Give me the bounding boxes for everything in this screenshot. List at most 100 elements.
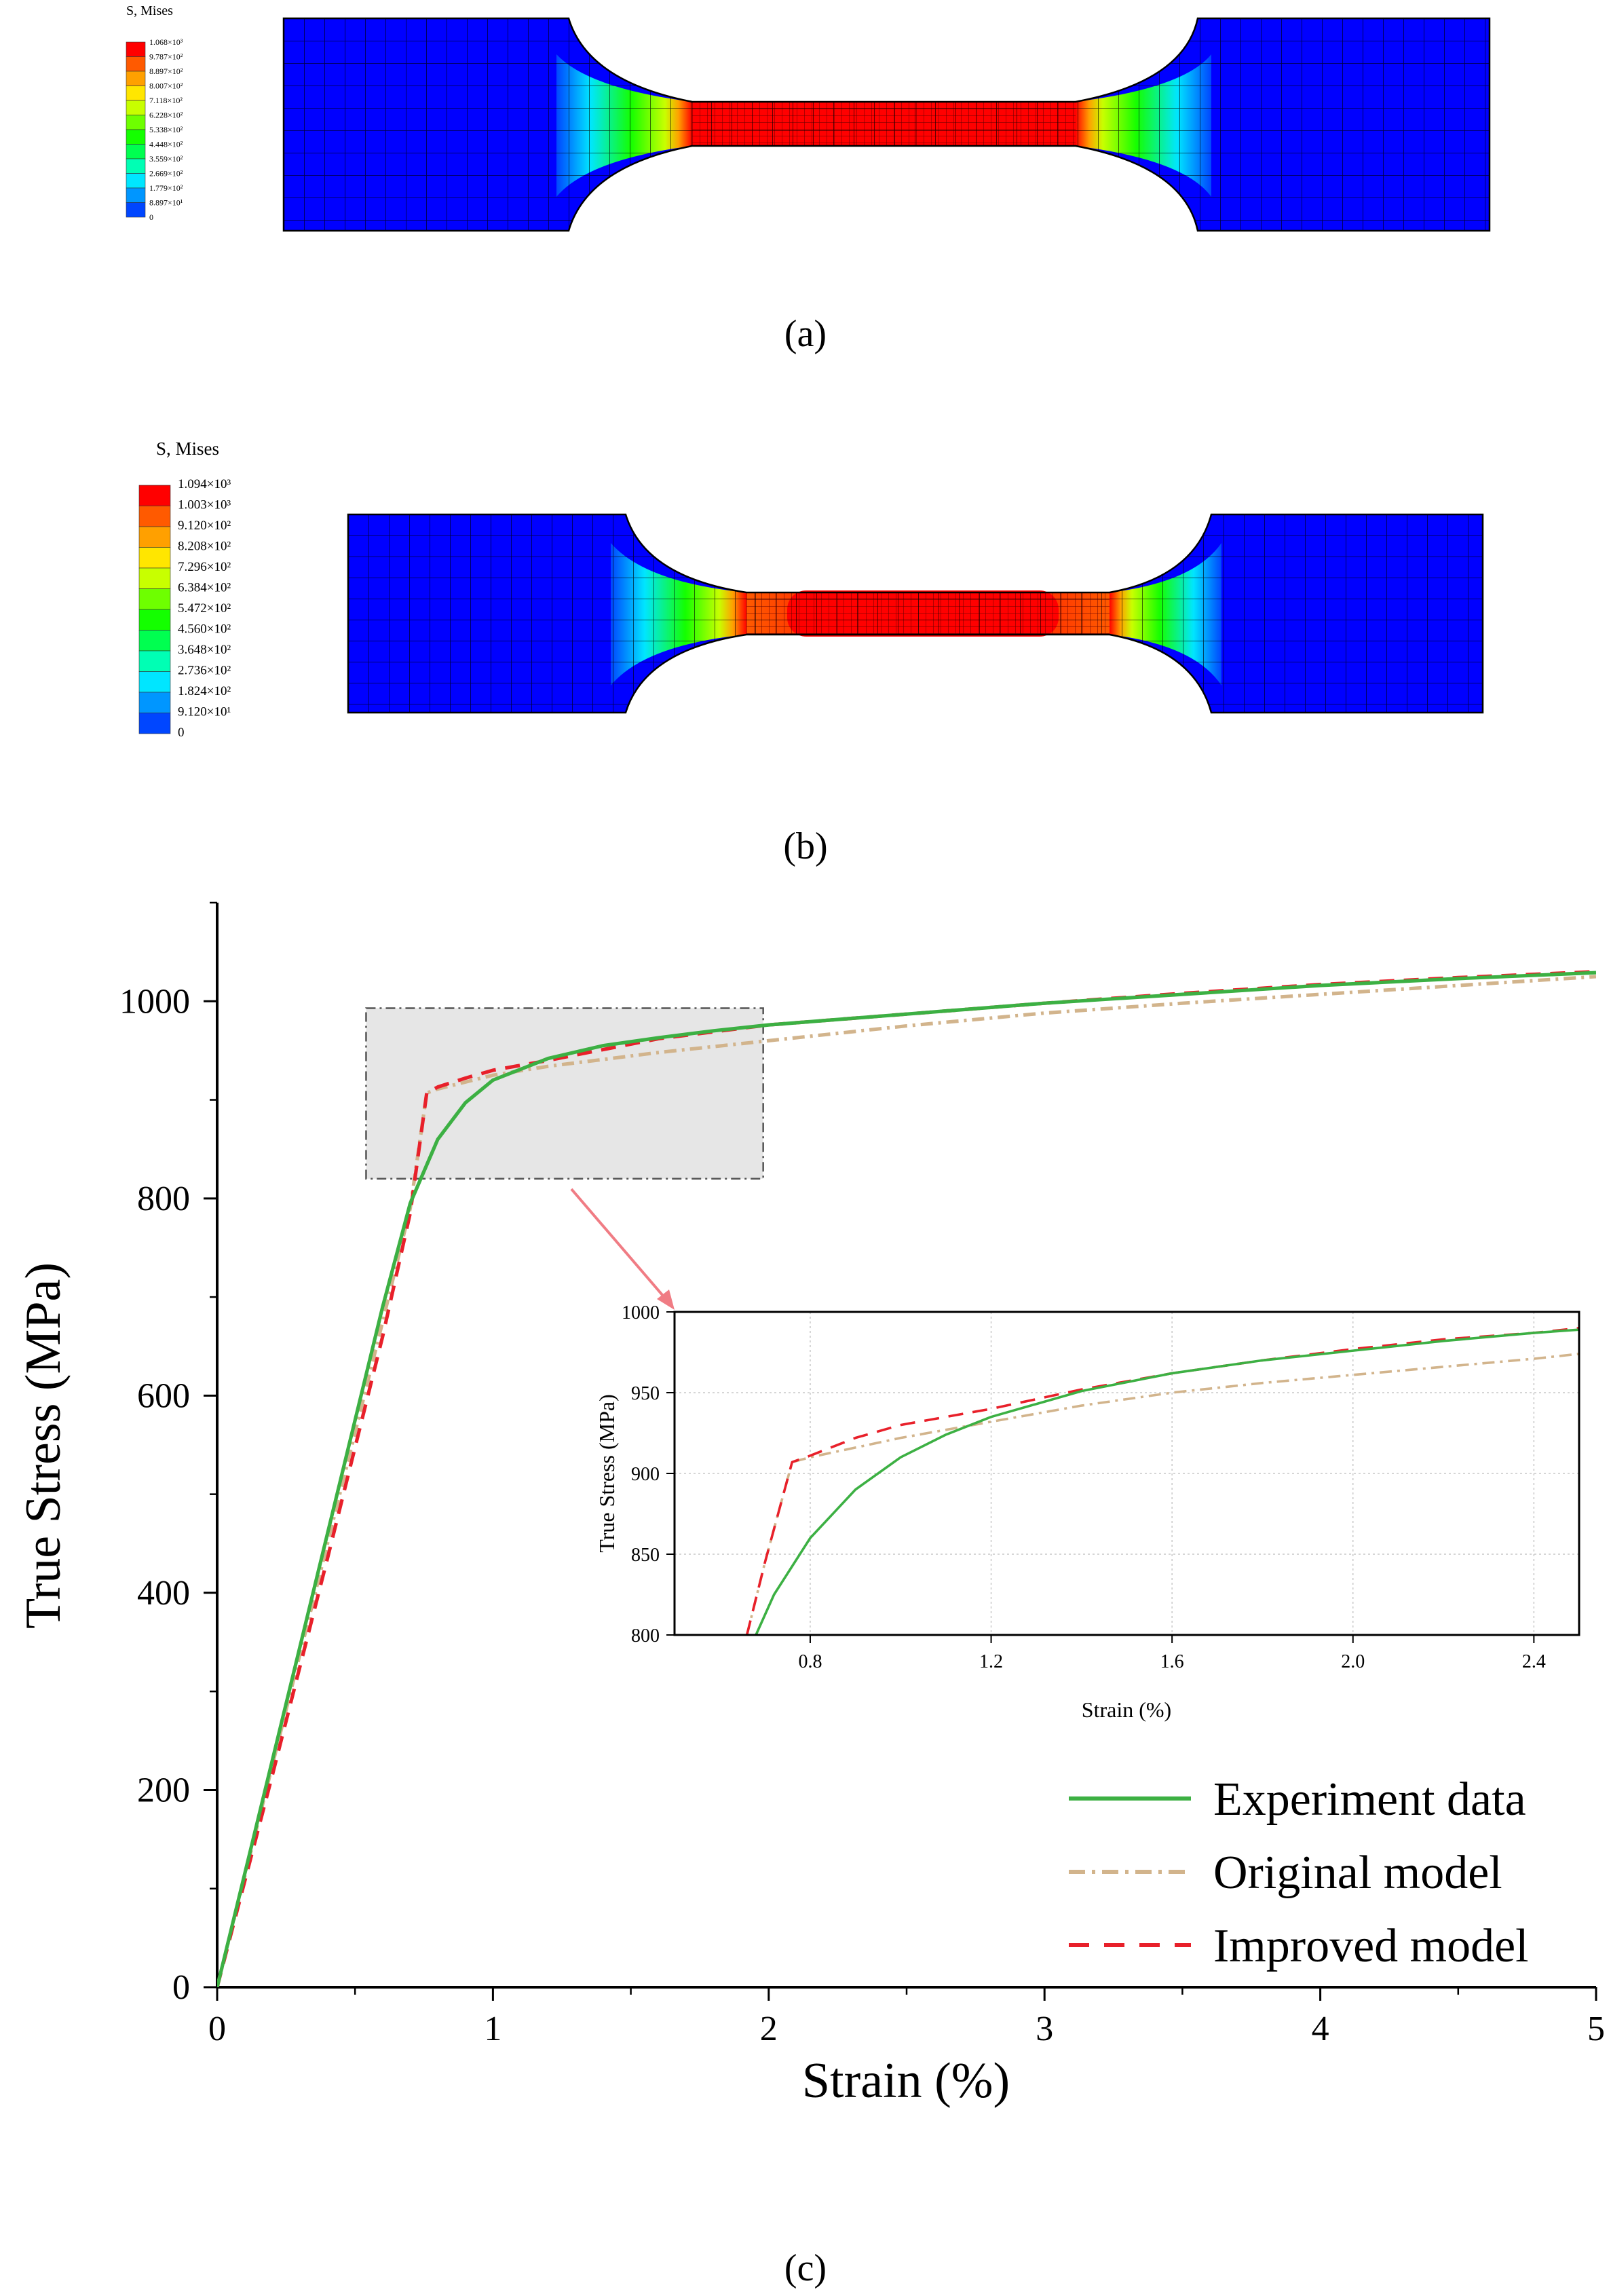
caption-b: (b)	[783, 825, 827, 867]
legend-label: 1.824×10²	[178, 684, 231, 698]
series-line-experiment-data	[755, 1328, 1579, 1635]
legend-label: 4.448×10²	[149, 140, 183, 149]
inset-y-tick-label: 800	[631, 1625, 660, 1646]
inset-tick-labels: 0.8 1.2 1.6 2.0 2.4 800 850 900 950 1000	[622, 1302, 1546, 1672]
main-tick-labels: 0 1 2 3 4 5 0 200 400 600 800 1000	[119, 982, 1605, 2048]
x-tick-label: 1	[484, 2010, 501, 2048]
legend-colorbar-b	[138, 485, 171, 734]
legend-colorbar-a	[126, 41, 146, 218]
inset-x-tick-label: 1.2	[979, 1651, 1003, 1672]
legend-swatch	[138, 671, 171, 693]
legend-entry-label: Original model	[1213, 1847, 1502, 1899]
legend-label: 2.669×10²	[149, 169, 183, 178]
specimen-b	[347, 513, 1484, 714]
x-tick-label: 0	[208, 2010, 226, 2048]
legend-entry-label: Improved model	[1213, 1920, 1529, 1972]
legend-label: 5.472×10²	[178, 601, 231, 616]
inset-axis-ticks	[666, 1311, 1535, 1643]
legend-label: 8.208×10²	[178, 540, 231, 554]
caption-c: (c)	[784, 2247, 827, 2289]
legend-label: 7.296×10²	[178, 560, 231, 574]
legend-label: 1.779×10²	[149, 183, 183, 193]
zoom-callout-arrow	[570, 1188, 675, 1310]
x-tick-label: 2	[760, 2010, 778, 2048]
legend-swatch	[126, 71, 146, 86]
y-axis-title: True Stress (MPa)	[16, 1262, 71, 1629]
x-tick-label: 5	[1587, 2010, 1605, 2048]
legend-swatch	[126, 187, 146, 203]
inset-y-tick-label: 900	[631, 1464, 660, 1485]
legend-label: 3.648×10²	[178, 643, 231, 657]
inset-y-tick-label: 1000	[622, 1302, 660, 1323]
y-tick-label: 600	[137, 1376, 190, 1415]
legend-swatch	[126, 100, 146, 115]
legend-label: 7.118×10²	[149, 96, 183, 105]
legend-label: 6.228×10²	[149, 111, 183, 120]
specimen-a	[282, 17, 1491, 232]
legend-swatch	[138, 506, 171, 527]
legend-swatch	[126, 158, 146, 174]
inset-series-group	[745, 1327, 1579, 1635]
legend-labels-a: 1.068×10³ 9.787×10² 8.897×10² 8.007×10² 7.11…	[149, 37, 183, 222]
main-axis-ticks	[204, 901, 1597, 2001]
x-tick-label: 3	[1036, 2010, 1053, 2048]
legend-swatch	[126, 202, 146, 218]
legend-entry-label: Experiment data	[1213, 1773, 1526, 1826]
legend-swatch	[126, 144, 146, 159]
legend-labels-b: 1.094×10³ 1.003×10³ 9.120×10² 8.208×10² 7.29…	[178, 477, 231, 740]
legend-label: 9.787×10²	[149, 52, 183, 62]
inset-x-tick-label: 2.4	[1522, 1651, 1546, 1672]
inset-x-tick-label: 0.8	[798, 1651, 822, 1672]
legend-label: 8.897×10²	[149, 67, 183, 76]
legend-label: 1.094×10³	[178, 477, 231, 491]
legend-label: 0	[178, 726, 185, 740]
legend-swatch	[126, 86, 146, 101]
x-axis-title: Strain (%)	[802, 2053, 1010, 2109]
legend-label: 4.560×10²	[178, 622, 231, 637]
y-tick-label: 0	[172, 1968, 190, 2007]
panel-a: S, Mises 1.068×10³ 9.787×10² 8.897×10² 8.00…	[126, 3, 1491, 355]
legend-label: 9.120×10¹	[178, 705, 231, 719]
inset-x-tick-label: 1.6	[1160, 1651, 1184, 1672]
legend-swatch	[126, 56, 146, 72]
legend-label: 5.338×10²	[149, 125, 183, 134]
legend-swatch	[138, 650, 171, 672]
inset-y-tick-label: 850	[631, 1545, 660, 1566]
legend-label: 8.897×10¹	[149, 198, 183, 208]
legend-swatch	[138, 547, 171, 569]
y-tick-label: 400	[137, 1574, 190, 1613]
panel-c: 0 1 2 3 4 5 0 200 400 600 800 1000 Strain (%) True …	[16, 901, 1605, 2289]
inset-chart: 0.8 1.2 1.6 2.0 2.4 800 850 900 950 1000 Strain (…	[594, 1302, 1580, 1722]
legend-swatch	[126, 115, 146, 130]
legend-label: 9.120×10²	[178, 519, 231, 533]
legend-label: 1.068×10³	[149, 37, 183, 47]
series-line-original-model	[217, 975, 1596, 1987]
legend-swatch	[138, 713, 171, 734]
y-tick-label: 800	[137, 1180, 190, 1218]
panel-b: S, Mises 1.094×10³ 1.003×10³ 9.120×10² 8.20…	[138, 438, 1484, 867]
legend-label: 6.384×10²	[178, 581, 231, 595]
series-line-improved-model	[745, 1327, 1579, 1635]
legend-swatch	[138, 526, 171, 548]
legend-label: 0	[149, 212, 153, 222]
caption-a: (a)	[784, 313, 827, 355]
legend-title-a: S, Mises	[126, 3, 173, 18]
legend-label: 1.003×10³	[178, 498, 231, 512]
main-series-group	[217, 970, 1596, 1987]
legend-swatch	[126, 41, 146, 57]
legend-label: 2.736×10²	[178, 664, 231, 678]
y-tick-label: 200	[137, 1771, 190, 1809]
legend-title-b: S, Mises	[156, 438, 219, 459]
legend-swatch	[126, 129, 146, 145]
legend-swatch	[138, 630, 171, 652]
inset-x-axis-title: Strain (%)	[1082, 1697, 1171, 1722]
legend-swatch	[138, 692, 171, 713]
legend-swatch	[138, 567, 171, 589]
legend-label: 3.559×10²	[149, 154, 183, 164]
inset-y-tick-label: 950	[631, 1383, 660, 1404]
series-line-experiment-data	[217, 971, 1596, 1987]
y-tick-label: 1000	[119, 982, 190, 1021]
legend-swatch	[126, 173, 146, 189]
